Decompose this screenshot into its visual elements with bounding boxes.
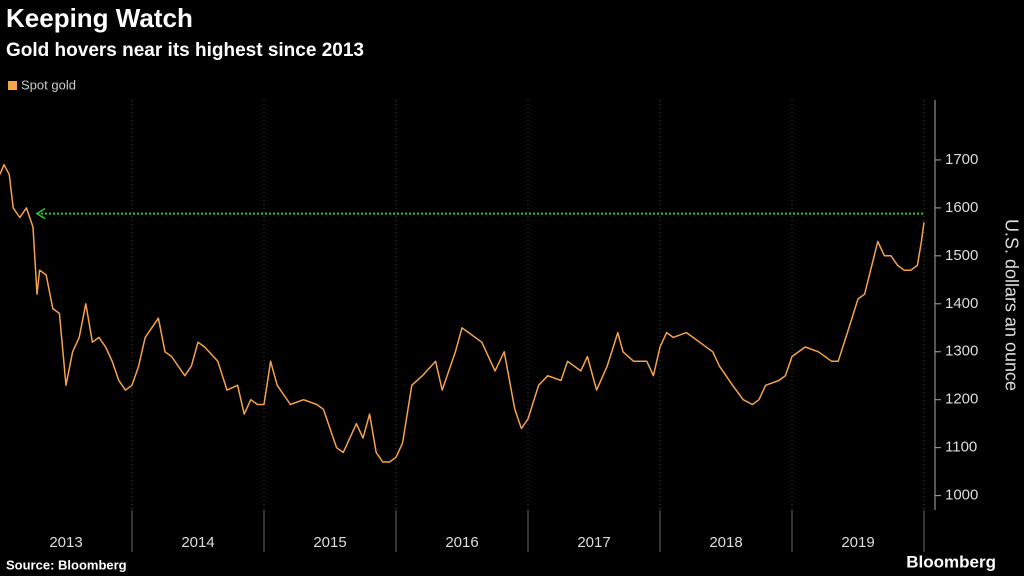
x-tick-label: 2016 <box>445 534 478 551</box>
y-tick-label: 1000 <box>945 487 978 504</box>
y-axis-label: U.S. dollars an ounce <box>1001 219 1021 391</box>
x-tick-label: 2018 <box>709 534 742 551</box>
reference-arrow <box>35 208 46 220</box>
y-tick-label: 1100 <box>945 439 977 456</box>
legend-swatch <box>8 81 17 90</box>
y-tick-label: 1600 <box>945 199 978 216</box>
y-tick-label: 1700 <box>945 151 978 168</box>
x-tick-label: 2014 <box>181 534 214 551</box>
x-tick-label: 2017 <box>577 534 610 551</box>
y-tick-label: 1500 <box>945 247 978 264</box>
x-tick-label: 2013 <box>49 534 82 551</box>
legend-label: Spot gold <box>21 77 76 92</box>
x-tick-label: 2015 <box>313 534 346 551</box>
chart-subtitle: Gold hovers near its highest since 2013 <box>6 40 364 61</box>
y-tick-label: 1300 <box>945 343 978 360</box>
source: Source: Bloomberg <box>6 557 127 572</box>
x-tick-label: 2019 <box>841 534 874 551</box>
y-tick-label: 1200 <box>945 391 978 408</box>
brand: Bloomberg <box>906 552 996 571</box>
chart-title: Keeping Watch <box>6 3 193 33</box>
y-tick-label: 1400 <box>945 295 978 312</box>
series-line <box>0 163 925 463</box>
